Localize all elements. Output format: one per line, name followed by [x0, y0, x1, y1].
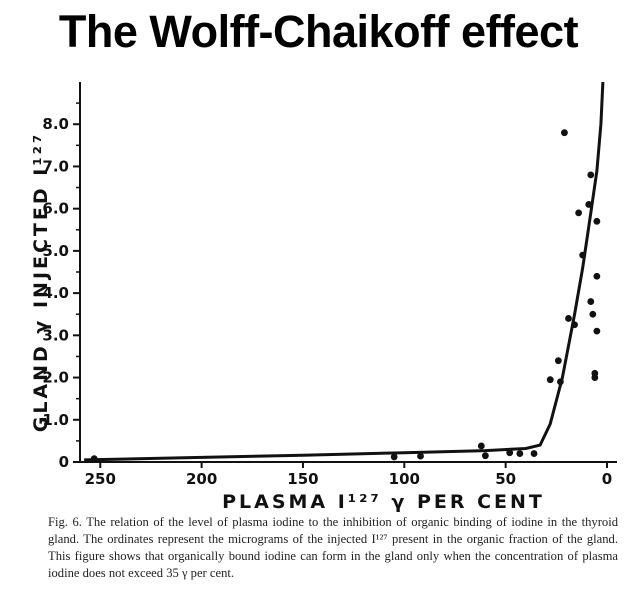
- y-axis: [73, 82, 81, 463]
- x-tick-label: 100: [389, 470, 420, 488]
- data-point: [587, 298, 595, 305]
- data-point: [571, 321, 578, 329]
- y-tick-label: 0: [59, 453, 69, 471]
- data-point: [417, 452, 424, 460]
- data-point: [554, 357, 562, 365]
- x-axis-label: PLASMA I¹²⁷ γ PER CENT: [222, 491, 545, 512]
- data-point: [481, 452, 489, 460]
- x-tick-label: 200: [186, 470, 217, 488]
- data-point: [579, 251, 587, 259]
- data-point: [516, 450, 524, 457]
- data-point: [90, 455, 98, 463]
- data-points: [90, 129, 601, 463]
- data-point: [587, 171, 595, 179]
- y-tick-label: 6.0: [42, 200, 69, 218]
- data-point: [506, 449, 514, 457]
- y-axis-label: GLAND γ INJECTED I¹²⁷: [30, 132, 52, 433]
- figure-caption: Fig. 6. The relation of the level of pla…: [48, 515, 618, 580]
- y-tick-label: 5.0: [42, 242, 69, 260]
- data-point: [390, 453, 398, 461]
- data-point: [591, 374, 599, 381]
- data-point: [589, 310, 597, 318]
- scatter-chart: 0 1.0 2.0 3.0 4.0 5.0 6.0 7.0 8.0 250 200 150 100 50…: [30, 81, 617, 512]
- slide-title: The Wolff-Chaikoff effect: [58, 6, 579, 57]
- x-tick-labels: 250 200 150 100 50 0: [85, 470, 613, 488]
- data-point: [585, 201, 593, 208]
- fit-curve: [84, 81, 605, 462]
- data-point: [593, 327, 601, 335]
- data-point: [575, 209, 583, 217]
- data-point: [546, 376, 554, 384]
- data-point: [593, 272, 601, 280]
- y-tick-label: 3.0: [42, 326, 69, 344]
- data-point: [477, 442, 485, 450]
- y-tick-labels: 0 1.0 2.0 3.0 4.0 5.0 6.0 7.0 8.0: [42, 115, 69, 471]
- data-point: [530, 450, 538, 457]
- y-tick-label: 4.0: [42, 284, 69, 302]
- x-tick-label: 0: [602, 470, 612, 488]
- y-tick-label: 8.0: [42, 115, 69, 133]
- data-point: [565, 315, 572, 322]
- y-tick-label: 2.0: [42, 369, 69, 387]
- x-tick-label: 150: [287, 470, 318, 488]
- data-point: [561, 129, 568, 137]
- x-tick-label: 50: [495, 470, 516, 488]
- x-axis: [80, 461, 617, 468]
- x-tick-label: 250: [85, 470, 116, 488]
- data-point: [556, 378, 564, 386]
- y-tick-label: 1.0: [42, 411, 69, 429]
- y-tick-label: 7.0: [42, 157, 69, 175]
- data-point: [593, 217, 601, 225]
